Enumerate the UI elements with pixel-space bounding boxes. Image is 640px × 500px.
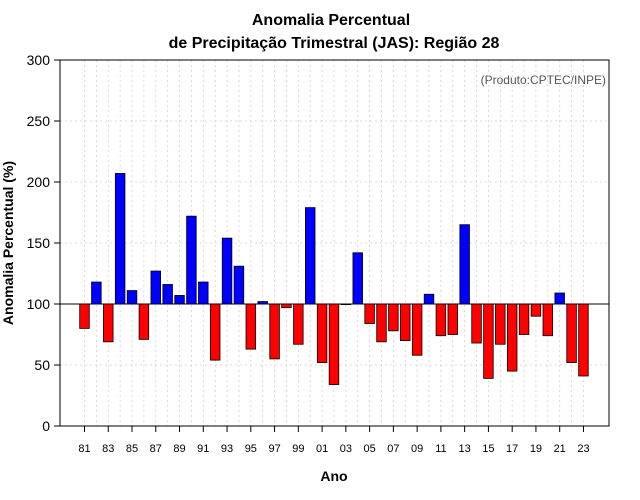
y-tick-label: 100 (27, 296, 51, 312)
bar-85 (126, 290, 138, 305)
bar-07 (388, 303, 399, 332)
bar-05 (364, 303, 375, 324)
bar-13 (459, 224, 470, 305)
y-tick-label: 150 (27, 235, 51, 251)
x-tick-label: 97 (268, 443, 280, 455)
y-tick-label: 50 (34, 357, 50, 373)
x-tick-label: 09 (411, 443, 423, 455)
bar-18 (518, 303, 530, 335)
bar-19 (530, 303, 542, 317)
bar-16 (495, 303, 506, 345)
bar-15 (483, 303, 494, 379)
bar-92 (209, 303, 221, 361)
credit-text: (Produto:CPTEC/INPE) (481, 73, 606, 87)
bar-90 (186, 215, 197, 305)
y-tick-label: 0 (42, 418, 50, 434)
x-tick-label: 89 (173, 443, 185, 455)
bar-94 (233, 265, 245, 305)
x-tick-label: 81 (78, 443, 90, 455)
bar-89 (174, 295, 185, 305)
bar-11 (435, 303, 447, 337)
bar-82 (91, 281, 102, 305)
bar-08 (400, 303, 411, 341)
bar-93 (221, 237, 233, 305)
x-tick-label: 01 (316, 443, 328, 455)
y-tick-label: 200 (27, 174, 51, 190)
x-tick-label: 93 (221, 443, 233, 455)
x-tick-label: 19 (530, 443, 542, 455)
y-tick-label: 250 (27, 113, 51, 129)
bar-97 (269, 303, 280, 360)
x-tick-label: 03 (340, 443, 352, 455)
bar-04 (352, 252, 363, 305)
x-axis-label: Ano (320, 468, 347, 484)
bar-21 (554, 292, 565, 305)
bar-12 (447, 303, 458, 335)
x-tick-label: 17 (506, 443, 518, 455)
x-tick-label: 07 (387, 443, 399, 455)
chart-title-line2: de Precipitação Trimestral (JAS): Região… (169, 35, 500, 52)
bar-83 (103, 303, 114, 343)
bar-87 (150, 270, 161, 305)
x-tick-label: 91 (197, 443, 209, 455)
bar-09 (411, 303, 423, 356)
bar-88 (162, 284, 173, 305)
x-tick-label: 99 (292, 443, 304, 455)
x-tick-label: 13 (459, 443, 471, 455)
bar-17 (506, 303, 518, 372)
bar-20 (542, 303, 554, 337)
bar-84 (114, 173, 126, 305)
bar-81 (79, 303, 90, 329)
x-tick-label: 23 (577, 443, 589, 455)
bar-00 (305, 207, 316, 305)
grid-layer (60, 60, 609, 426)
bar-98 (281, 303, 292, 309)
bar-91 (198, 281, 209, 305)
x-tick-label: 15 (482, 443, 494, 455)
bar-95 (245, 303, 257, 350)
bar-02 (328, 303, 340, 385)
bar-06 (376, 303, 387, 343)
bar-99 (293, 303, 304, 345)
x-tick-label: 05 (363, 443, 375, 455)
x-tick-label: 83 (102, 443, 114, 455)
bar-01 (316, 303, 328, 363)
bar-86 (138, 303, 150, 340)
x-tick-label: 11 (435, 443, 446, 455)
x-tick-label: 87 (150, 443, 162, 455)
x-tick-label: 21 (554, 443, 566, 455)
bar-22 (566, 303, 577, 363)
bar-10 (423, 293, 435, 305)
x-tick-label: 85 (126, 443, 138, 455)
y-tick-label: 300 (27, 52, 51, 68)
chart-title-line1: Anomalia Percentual (252, 12, 410, 29)
x-tick-label: 95 (245, 443, 257, 455)
bar-23 (578, 303, 589, 377)
y-axis-label: Anomalia Percentual (%) (0, 161, 16, 325)
bars-layer (79, 173, 589, 385)
bar-14 (471, 303, 482, 344)
